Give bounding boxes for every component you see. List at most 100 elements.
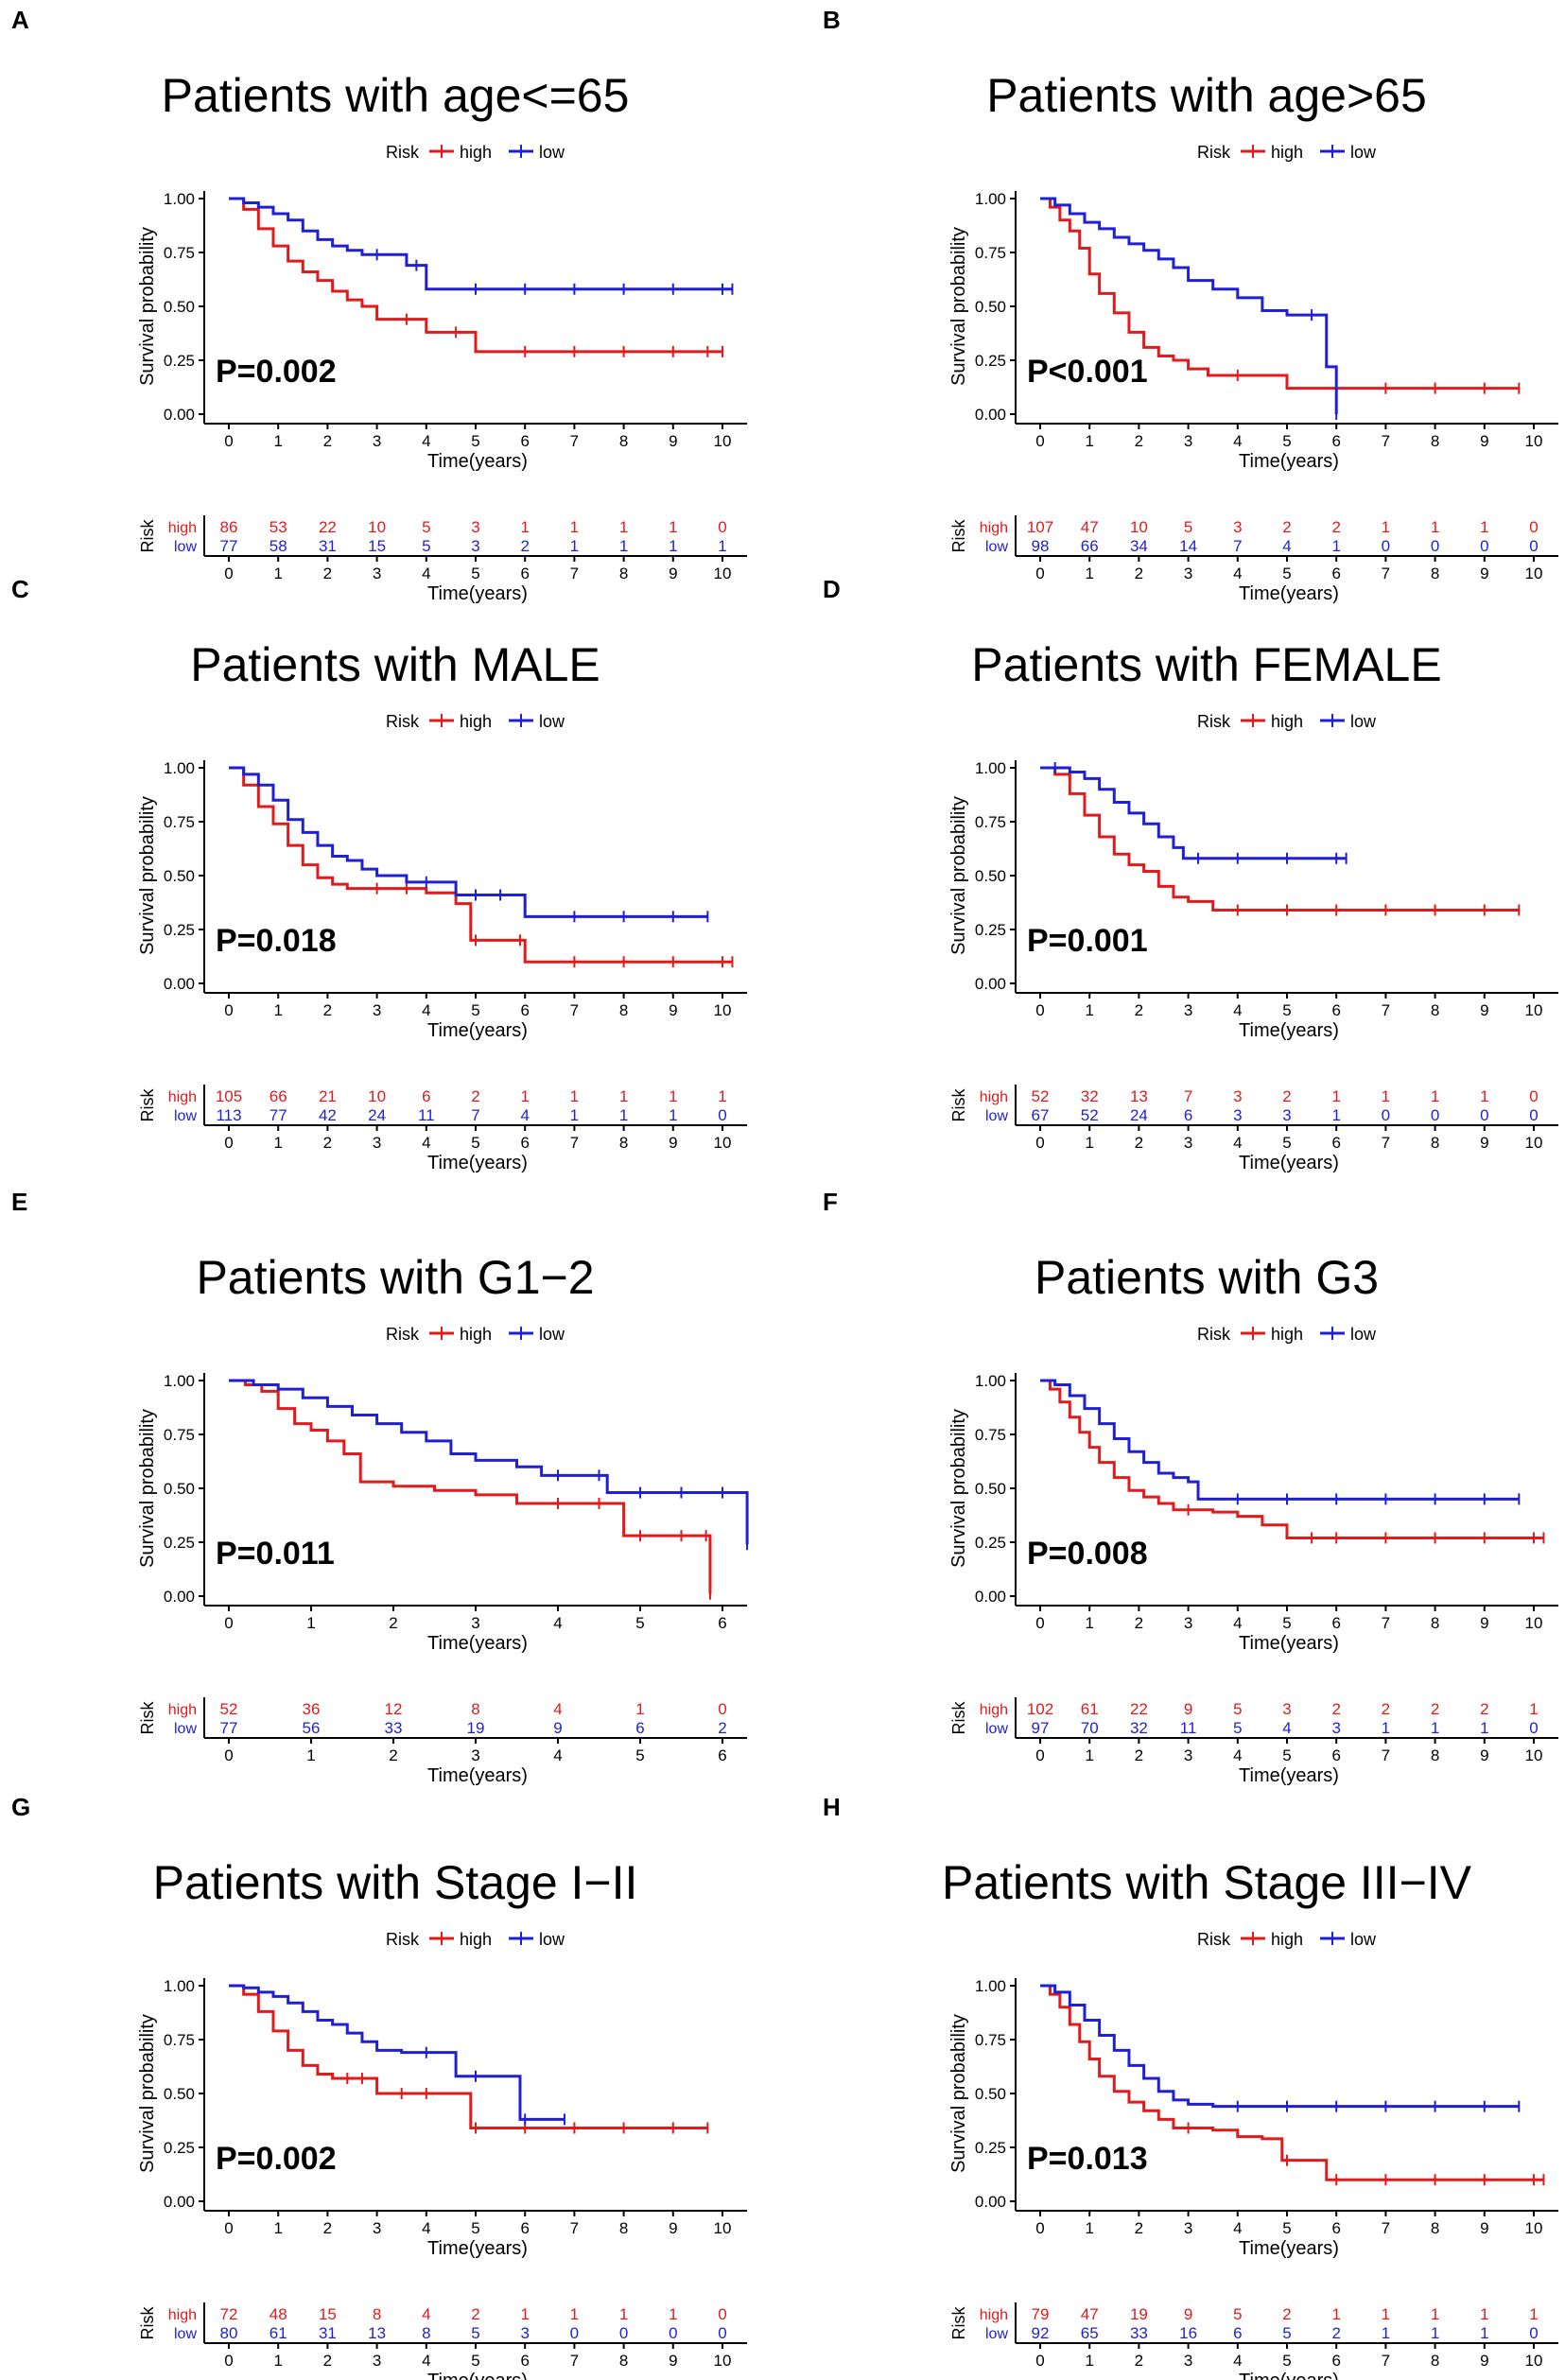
- risk-count: 9: [1184, 2305, 1192, 2323]
- risk-count: 1: [669, 518, 677, 536]
- x-tick-label: 9: [669, 2219, 677, 2237]
- y-axis-label: Survival probability: [137, 227, 158, 386]
- risk-count: 0: [1529, 1087, 1538, 1105]
- risk-x-tick-label: 3: [1184, 2352, 1192, 2370]
- risk-x-tick-label: 8: [619, 2352, 628, 2370]
- risk-row-label-low: low: [174, 1721, 197, 1737]
- risk-count: 6: [635, 1719, 644, 1737]
- x-tick-label: 4: [422, 432, 430, 450]
- x-axis-label: Time(years): [427, 2238, 528, 2259]
- x-tick-label: 0: [224, 1001, 233, 1019]
- panel-h: H Patients with Stage III−IV Risk high low 0.…: [823, 1793, 1558, 2380]
- risk-count: 1: [1382, 1087, 1390, 1105]
- legend-label-low: low: [539, 1930, 565, 1949]
- y-tick-label: 0.50: [164, 2085, 195, 2103]
- y-tick-label: 0.75: [975, 813, 1006, 831]
- x-tick-label: 3: [1184, 2219, 1192, 2237]
- y-tick-label: 0.25: [975, 1534, 1006, 1552]
- risk-count: 5: [422, 518, 430, 536]
- x-tick-label: 1: [1085, 432, 1093, 450]
- risk-x-tick-label: 9: [669, 565, 677, 582]
- y-tick-label: 0.25: [164, 352, 195, 370]
- km-curve-high: [1040, 197, 1520, 391]
- x-tick-label: 10: [714, 2219, 732, 2237]
- risk-count: 67: [1032, 1106, 1050, 1124]
- km-curve-high: [229, 1379, 712, 1594]
- risk-count: 2: [1431, 1700, 1439, 1718]
- risk-count: 24: [1130, 1106, 1148, 1124]
- legend: Risk high low: [386, 1325, 565, 1344]
- km-curve-low: [229, 1984, 565, 2121]
- risk-x-axis-label: Time(years): [1239, 1765, 1339, 1786]
- risk-count: 22: [1130, 1700, 1148, 1718]
- risk-x-tick-label: 8: [619, 565, 628, 582]
- risk-x-axis-label: Time(years): [427, 1153, 528, 1173]
- risk-count: 56: [303, 1719, 321, 1737]
- risk-count: 5: [1233, 1719, 1242, 1737]
- y-tick-label: 1.00: [975, 1372, 1006, 1390]
- risk-count: 0: [570, 2324, 579, 2342]
- risk-count: 61: [270, 2324, 287, 2342]
- risk-count: 0: [1529, 1719, 1538, 1737]
- risk-count: 4: [1282, 1719, 1291, 1737]
- risk-count: 0: [619, 2324, 628, 2342]
- y-tick-label: 0.25: [164, 1534, 195, 1552]
- risk-count: 77: [220, 537, 238, 555]
- x-tick-label: 7: [1382, 432, 1390, 450]
- panel-g: G Patients with Stage I−II Risk high low 0.00…: [11, 1793, 747, 2380]
- legend-title: Risk: [1197, 1325, 1231, 1344]
- risk-x-tick-label: 0: [1035, 1134, 1044, 1152]
- risk-x-tick-label: 3: [373, 1134, 381, 1152]
- risk-count: 1: [1480, 518, 1488, 536]
- risk-count: 52: [1081, 1106, 1099, 1124]
- panel-letter: D: [823, 575, 841, 603]
- panel-letter: H: [823, 1793, 841, 1821]
- risk-x-tick-label: 5: [1282, 565, 1291, 582]
- km-curve-high: [1040, 1379, 1544, 1539]
- legend-title: Risk: [386, 1930, 420, 1949]
- risk-count: 1: [570, 1106, 579, 1124]
- risk-count: 1: [1529, 1700, 1538, 1718]
- x-axis-label: Time(years): [427, 1020, 528, 1041]
- x-tick-label: 7: [570, 2219, 579, 2237]
- risk-count: 5: [471, 2324, 479, 2342]
- x-tick-label: 5: [1282, 1001, 1291, 1019]
- risk-count: 3: [471, 537, 479, 555]
- risk-x-tick-label: 10: [1525, 565, 1543, 582]
- risk-x-tick-label: 9: [669, 1134, 677, 1152]
- risk-x-tick-label: 4: [422, 1134, 430, 1152]
- y-axis-label: Survival probability: [137, 1409, 158, 1568]
- risk-count: 80: [220, 2324, 238, 2342]
- x-tick-label: 6: [1331, 1001, 1340, 1019]
- risk-count: 1: [1331, 1106, 1340, 1124]
- legend-label-high: high: [460, 143, 492, 162]
- km-curve-low: [1040, 1984, 1520, 2109]
- risk-count: 1: [1382, 518, 1390, 536]
- risk-x-tick-label: 7: [570, 565, 579, 582]
- risk-x-tick-label: 8: [1431, 1134, 1439, 1152]
- risk-count: 7: [1233, 537, 1242, 555]
- risk-x-tick-label: 3: [373, 565, 381, 582]
- legend-label-high: high: [1271, 143, 1303, 162]
- x-tick-label: 5: [471, 1001, 479, 1019]
- risk-count: 5: [1233, 1700, 1242, 1718]
- risk-count: 6: [1184, 1106, 1192, 1124]
- risk-count: 2: [471, 2305, 479, 2323]
- x-tick-label: 10: [1525, 432, 1543, 450]
- km-curve-high: [1040, 1984, 1544, 2181]
- risk-count: 1: [619, 1087, 628, 1105]
- risk-x-tick-label: 6: [1331, 1134, 1340, 1152]
- y-tick-label: 0.75: [164, 2031, 195, 2049]
- panel-c: C Patients with MALE Risk high low 0.00 0.25 0.…: [11, 575, 747, 1173]
- x-tick-label: 5: [1282, 432, 1291, 450]
- legend-label-high: high: [1271, 712, 1303, 731]
- y-tick-label: 0.25: [975, 2139, 1006, 2157]
- x-tick-label: 1: [1085, 2219, 1093, 2237]
- risk-count: 3: [1282, 1700, 1291, 1718]
- y-tick-label: 0.75: [164, 813, 195, 831]
- risk-x-tick-label: 1: [1085, 1746, 1093, 1764]
- risk-x-tick-label: 10: [714, 565, 732, 582]
- x-tick-label: 7: [1382, 2219, 1390, 2237]
- risk-count: 1: [1529, 2305, 1538, 2323]
- x-tick-label: 10: [1525, 1614, 1543, 1632]
